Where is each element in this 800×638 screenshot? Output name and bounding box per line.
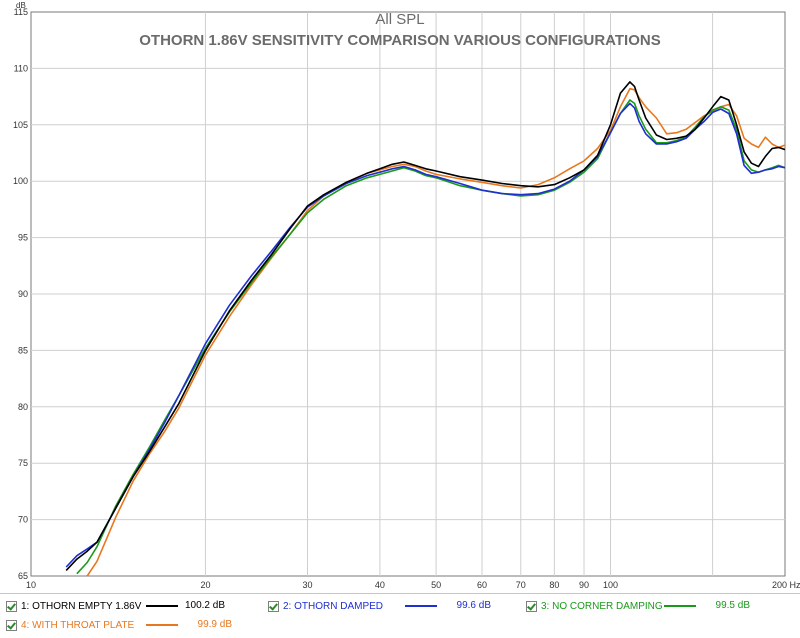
legend-value-4: 99.9 dB <box>197 619 232 630</box>
x-tick-label: 80 <box>549 580 559 590</box>
x-tick-label: 100 <box>603 580 618 590</box>
legend-label-2: 2: OTHORN DAMPED <box>283 600 384 612</box>
legend-label-1: 1: OTHORN EMPTY 1.86V <box>21 600 142 612</box>
legend-checkbox-4[interactable] <box>6 619 17 631</box>
series-line-2 <box>65 102 785 568</box>
y-axis-unit-label: dB <box>16 1 26 10</box>
legend-item-series-1[interactable]: 1: OTHORN EMPTY 1.86V <box>6 597 141 615</box>
legend-value-2: 99.6 dB <box>456 600 491 611</box>
legend: 1: OTHORN EMPTY 1.86V 100.2 dB 2: OTHORN… <box>0 593 800 638</box>
y-tick-label: 95 <box>18 233 28 243</box>
y-tick-label: 75 <box>18 458 28 468</box>
y-tick-label: 110 <box>14 63 28 73</box>
y-tick-label: 80 <box>18 402 28 412</box>
series-layer <box>65 81 785 576</box>
legend-checkbox-2[interactable] <box>268 600 279 612</box>
grid-lines <box>31 12 785 576</box>
x-tick-label: 10 <box>26 580 36 590</box>
legend-value-3: 99.5 dB <box>715 600 750 611</box>
series-line-4 <box>86 87 785 576</box>
series-line-1 <box>65 81 785 571</box>
legend-swatch-3 <box>664 605 696 607</box>
x-tick-label: 90 <box>579 580 589 590</box>
x-tick-label: 70 <box>516 580 526 590</box>
y-tick-label: 85 <box>18 345 28 355</box>
legend-swatch-1 <box>146 605 178 607</box>
chart-title: All SPL <box>375 11 424 28</box>
x-tick-label: 60 <box>477 580 487 590</box>
x-tick-label: 30 <box>303 580 313 590</box>
y-tick-label: 65 <box>18 571 28 581</box>
y-tick-label: 100 <box>13 176 28 186</box>
legend-checkbox-1[interactable] <box>6 600 17 612</box>
legend-label-4: 4: WITH THROAT PLATE <box>21 619 135 631</box>
chart-subtitle: OTHORN 1.86V SENSITIVITY COMPARISON VARI… <box>139 32 660 49</box>
y-tick-label: 90 <box>18 289 28 299</box>
tick-labels: 65 70 75 80 85 90 95 100 105 110 115 10 20 30 40 50 60 70… <box>13 7 618 590</box>
x-tick-label: 50 <box>431 580 441 590</box>
x-tick-label: 20 <box>200 580 210 590</box>
x-tick-label: 40 <box>375 580 385 590</box>
y-tick-label: 70 <box>18 515 28 525</box>
legend-swatch-4 <box>146 624 178 626</box>
legend-label-3: 3: NO CORNER DAMPING <box>541 600 663 612</box>
x-axis-unit-tick: 200 Hz <box>772 580 800 590</box>
spl-chart: 65 70 75 80 85 90 95 100 105 110 115 10 20 30 40 50 60 70… <box>12 1 800 590</box>
legend-item-series-3[interactable]: 3: NO CORNER DAMPING <box>526 597 663 615</box>
legend-swatch-2 <box>405 605 437 607</box>
legend-item-series-4[interactable]: 4: WITH THROAT PLATE <box>6 616 134 634</box>
y-tick-label: 105 <box>13 120 28 130</box>
y-tick-label: 115 <box>14 7 28 17</box>
legend-item-series-2[interactable]: 2: OTHORN DAMPED <box>268 597 383 615</box>
legend-checkbox-3[interactable] <box>526 600 537 612</box>
legend-value-1: 100.2 dB <box>184 600 225 611</box>
